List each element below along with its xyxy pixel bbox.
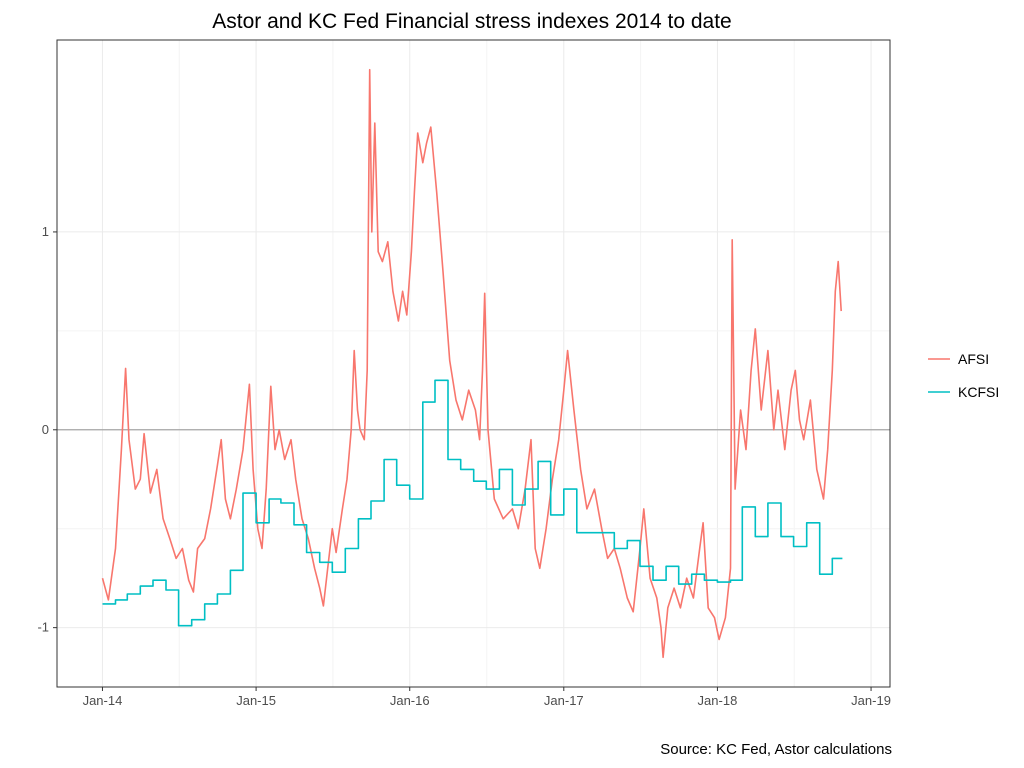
series-line-kcfsi (102, 379, 843, 627)
legend-label-afsi: AFSI (958, 351, 989, 367)
chart-title: Astor and KC Fed Financial stress indexe… (212, 10, 731, 33)
x-tick-label: Jan-14 (83, 693, 123, 708)
legend-label-kcfsi: KCFSI (958, 384, 999, 400)
x-tick-label: Jan-18 (698, 693, 738, 708)
plot-border (56, 39, 891, 688)
x-tick-label: Jan-16 (390, 693, 430, 708)
y-tick-label: -1 (37, 620, 49, 635)
chart-caption: Source: KC Fed, Astor calculations (660, 741, 892, 758)
series-layer (101, 68, 843, 659)
x-axis: Jan-14 Jan-15 Jan-16 Jan-17 Jan-18 Jan-19 (83, 687, 891, 708)
legend: AFSI KCFSI (928, 351, 999, 400)
plot-panel (57, 40, 890, 687)
x-tick-label: Jan-15 (236, 693, 276, 708)
y-axis: -1 0 1 (37, 224, 57, 635)
x-tick-label: Jan-19 (851, 693, 891, 708)
y-tick-label: 0 (42, 422, 49, 437)
y-tick-label: 1 (42, 224, 49, 239)
x-tick-label: Jan-17 (544, 693, 584, 708)
series-line-afsi (101, 68, 842, 659)
